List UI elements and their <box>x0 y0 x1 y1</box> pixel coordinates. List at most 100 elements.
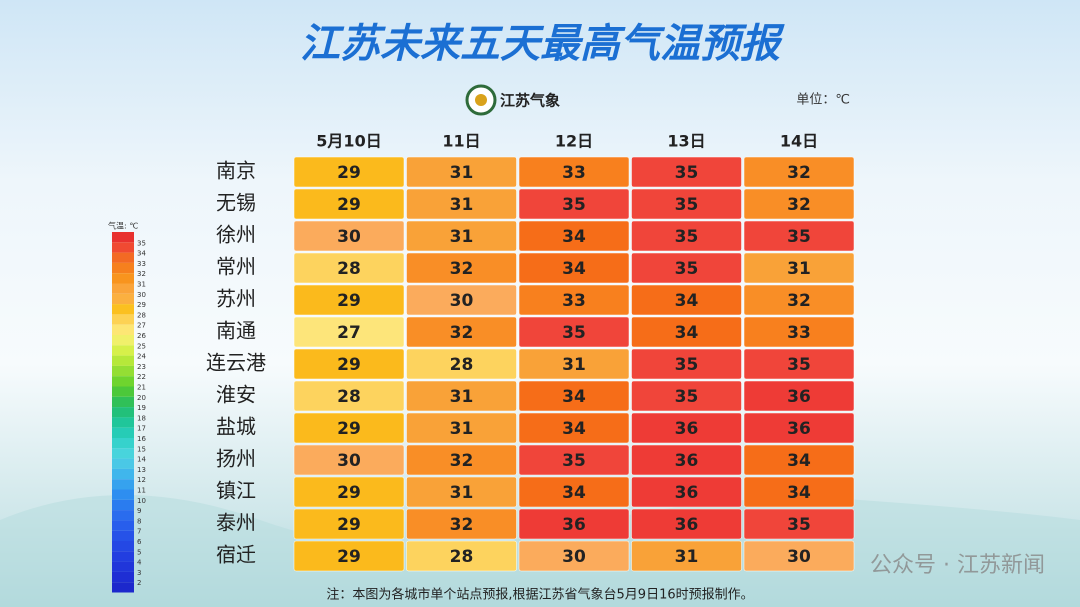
legend-swatch <box>112 551 134 562</box>
cell <box>743 316 855 348</box>
cell-value: 35 <box>787 515 811 535</box>
cell <box>406 380 517 412</box>
cell-value: 28 <box>450 547 474 567</box>
legend-swatch <box>112 283 134 294</box>
cell <box>631 220 742 252</box>
footnote: 注：本图为各城市单个站点预报,根据江苏省气象台5月9日16时预报制作。 <box>326 587 753 603</box>
legend-swatch <box>112 304 134 315</box>
legend-swatch <box>112 376 134 387</box>
legend-label: 7 <box>137 528 141 536</box>
cell-value: 34 <box>562 227 586 247</box>
legend-swatch <box>112 520 134 531</box>
cell <box>406 444 517 476</box>
legend-label: 30 <box>137 291 146 299</box>
cell <box>406 220 517 252</box>
column-header: 12日 <box>555 132 593 151</box>
cell <box>293 156 405 188</box>
cell <box>406 316 517 348</box>
cell-value: 30 <box>787 547 811 567</box>
legend-swatch <box>112 407 134 418</box>
cell <box>518 476 630 508</box>
cell-value: 29 <box>337 483 361 503</box>
legend-label: 3 <box>137 569 141 577</box>
cell <box>743 380 855 412</box>
cell <box>293 348 405 380</box>
cell-value: 28 <box>450 355 474 375</box>
legend-swatch <box>112 541 134 552</box>
cell-value: 29 <box>337 515 361 535</box>
city-label: 淮安 <box>216 383 256 407</box>
legend-label: 14 <box>137 456 146 464</box>
cell <box>518 540 630 572</box>
cell <box>631 476 742 508</box>
legend-label: 18 <box>137 414 146 422</box>
cell-value: 34 <box>787 451 811 471</box>
legend-label: 15 <box>137 445 146 453</box>
legend-label: 19 <box>137 404 146 412</box>
cell <box>743 540 855 572</box>
cell <box>406 348 517 380</box>
city-label: 南通 <box>216 319 256 343</box>
legend-label: 21 <box>137 384 146 392</box>
city-label: 盐城 <box>216 415 256 439</box>
city-label: 常州 <box>216 255 256 279</box>
city-label: 泰州 <box>216 511 256 535</box>
cell-value: 35 <box>675 387 699 407</box>
legend-label: 20 <box>137 394 146 402</box>
city-label: 连云港 <box>206 351 266 375</box>
cell-value: 32 <box>450 259 474 279</box>
cell-value: 32 <box>450 451 474 471</box>
cell <box>631 380 742 412</box>
cell <box>518 188 630 220</box>
cell-value: 35 <box>562 195 586 215</box>
legend-label: 34 <box>137 250 146 258</box>
legend-title: 气温: ℃ <box>108 221 138 231</box>
cell-value: 36 <box>675 483 699 503</box>
cell-value: 34 <box>562 387 586 407</box>
cell <box>293 188 405 220</box>
legend-label: 32 <box>137 270 146 278</box>
legend-label: 11 <box>137 487 146 495</box>
legend-swatch <box>112 427 134 438</box>
legend-label: 31 <box>137 281 146 289</box>
legend-swatch <box>112 448 134 459</box>
legend-swatch <box>112 345 134 356</box>
cell <box>293 220 405 252</box>
cell <box>406 284 517 316</box>
cell-value: 29 <box>337 291 361 311</box>
cell-value: 33 <box>562 163 586 183</box>
legend-label: 24 <box>137 353 146 361</box>
legend-label: 6 <box>137 538 142 546</box>
cell-value: 31 <box>562 355 586 375</box>
cell-value: 29 <box>337 163 361 183</box>
city-label: 无锡 <box>216 191 256 215</box>
cell <box>518 508 630 540</box>
watermark: 公众号 · 江苏新闻 <box>870 553 1045 578</box>
legend-label: 9 <box>137 507 141 515</box>
cell-value: 31 <box>450 483 474 503</box>
logo-text: 江苏气象 <box>500 92 560 110</box>
cell-value: 36 <box>675 451 699 471</box>
cell-value: 28 <box>337 259 361 279</box>
title: 江苏未来五天最高气温预报 <box>300 21 785 67</box>
cell-value: 31 <box>450 163 474 183</box>
cell-value: 35 <box>675 163 699 183</box>
cell <box>743 220 855 252</box>
cell <box>406 252 517 284</box>
cell-value: 35 <box>787 355 811 375</box>
legend-swatch <box>112 314 134 325</box>
legend-label: 17 <box>137 425 146 433</box>
cell <box>518 412 630 444</box>
cell-value: 30 <box>337 451 361 471</box>
cell <box>406 508 517 540</box>
cell-value: 32 <box>787 195 811 215</box>
cell <box>518 252 630 284</box>
cell <box>743 156 855 188</box>
cell <box>518 444 630 476</box>
cell-value: 32 <box>787 163 811 183</box>
legend-swatch <box>112 417 134 428</box>
cell-value: 33 <box>562 291 586 311</box>
column-header: 11日 <box>442 132 480 151</box>
cell <box>631 348 742 380</box>
